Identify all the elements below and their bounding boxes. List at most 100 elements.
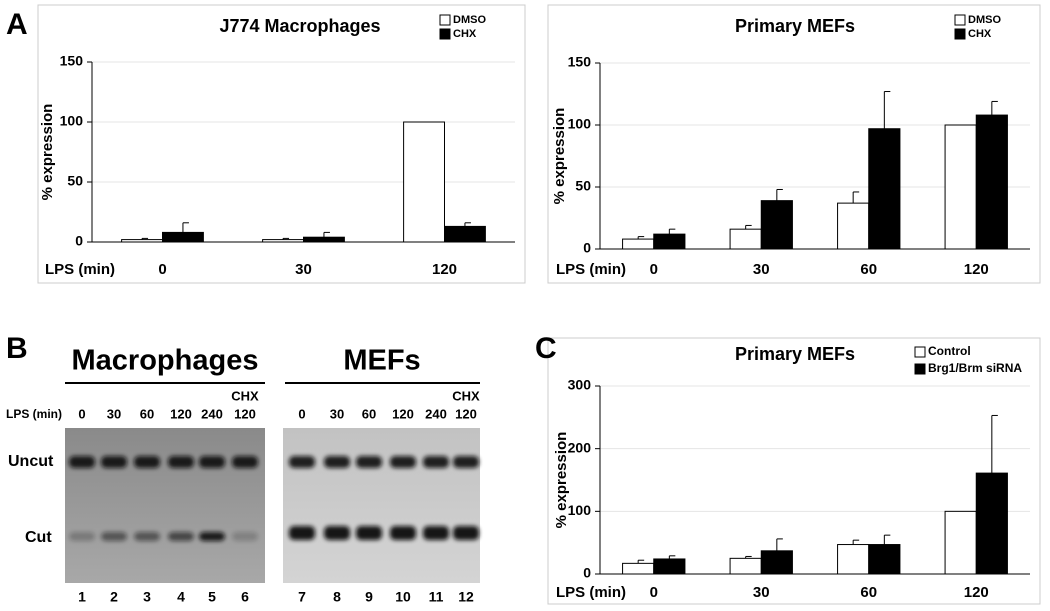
gel-band — [69, 532, 95, 541]
lane-number: 2 — [110, 589, 118, 605]
legend-swatch — [914, 346, 926, 358]
y-tick-label: 100 — [568, 116, 592, 132]
gel-band — [453, 456, 479, 468]
legend-label: DMSO — [453, 14, 486, 26]
bar — [760, 200, 793, 250]
panel-label: A — [6, 8, 28, 41]
gel-band — [134, 456, 160, 468]
lane-time: 60 — [362, 406, 376, 421]
bar — [444, 225, 486, 243]
lane-treatment: CHX — [452, 388, 480, 403]
x-tick-label: 120 — [964, 584, 989, 601]
y-tick-label: 150 — [60, 53, 84, 69]
lane-time: 120 — [170, 406, 192, 421]
gel-group-title: MEFs — [343, 345, 420, 377]
bar — [403, 121, 445, 243]
lane-number: 5 — [208, 589, 216, 605]
chart-title: Primary MEFs — [735, 16, 855, 36]
gel-band — [289, 456, 315, 468]
y-tick-label: 0 — [75, 233, 83, 249]
lane-number: 11 — [429, 589, 444, 605]
lane-number: 4 — [177, 589, 185, 605]
lane-time: 30 — [330, 406, 344, 421]
x-tick-label: 30 — [295, 261, 312, 278]
gel-band — [101, 532, 127, 541]
lane-number: 8 — [333, 589, 341, 605]
bar — [760, 550, 793, 575]
gel-band — [101, 456, 127, 468]
lane-number: 1 — [78, 589, 86, 605]
x-tick-label: 0 — [650, 584, 658, 601]
y-tick-label: 200 — [568, 439, 592, 455]
y-tick-label: 300 — [568, 377, 592, 393]
bar — [162, 231, 204, 243]
gel-band — [356, 526, 382, 540]
lane-number: 12 — [458, 589, 474, 605]
bar — [975, 114, 1008, 250]
panel-label: B — [6, 332, 28, 365]
bar — [944, 124, 977, 250]
y-tick-label: 150 — [568, 54, 592, 70]
gel-band — [423, 456, 449, 468]
y-tick-label: 50 — [575, 178, 591, 194]
gel-band — [390, 456, 416, 468]
x-axis-label: LPS (min) — [556, 261, 626, 278]
gel-band — [324, 526, 350, 540]
lane-time: 240 — [201, 406, 223, 421]
legend-label: Brg1/Brm siRNA — [928, 361, 1022, 375]
bar — [944, 510, 977, 575]
bar — [653, 233, 686, 250]
gel-band — [390, 526, 416, 540]
legend-swatch — [954, 28, 966, 40]
legend-swatch — [954, 14, 966, 26]
gel-band — [324, 456, 350, 468]
x-tick-label: 60 — [860, 261, 877, 278]
row-label: Cut — [25, 529, 52, 546]
lane-number: 7 — [298, 589, 306, 605]
gel-band — [134, 532, 160, 541]
gel-image — [65, 428, 265, 583]
y-axis-label: % expression — [39, 104, 56, 201]
gel-band — [453, 526, 479, 540]
gel-band — [289, 526, 315, 540]
lane-number: 6 — [241, 589, 249, 605]
bar — [303, 236, 345, 243]
lane-time: 120 — [392, 406, 414, 421]
x-tick-label: 120 — [432, 261, 457, 278]
y-tick-label: 0 — [583, 565, 591, 581]
legend-label: CHX — [453, 28, 477, 40]
lane-time: 30 — [107, 406, 121, 421]
lane-time: 240 — [425, 406, 447, 421]
lane-number: 10 — [395, 589, 411, 605]
y-tick-label: 100 — [60, 113, 84, 129]
y-tick-label: 100 — [568, 502, 592, 518]
lane-number: 3 — [143, 589, 151, 605]
y-tick-label: 0 — [583, 240, 591, 256]
gel-band — [199, 532, 225, 541]
y-tick-label: 50 — [67, 173, 83, 189]
gel-band — [232, 532, 258, 541]
bar — [837, 202, 870, 250]
lps-label: LPS (min) — [6, 407, 62, 421]
chart-title: J774 Macrophages — [219, 16, 380, 36]
x-tick-label: 30 — [753, 261, 770, 278]
bar — [868, 544, 901, 575]
legend-label: CHX — [968, 28, 992, 40]
lane-time: 60 — [140, 406, 154, 421]
chart-title: Primary MEFs — [735, 344, 855, 364]
lane-treatment: CHX — [231, 388, 259, 403]
gel-band — [168, 532, 194, 541]
lane-time: 120 — [234, 406, 256, 421]
legend-swatch — [439, 14, 451, 26]
gel-band — [168, 456, 194, 468]
gel-band — [69, 456, 95, 468]
gel-band — [356, 456, 382, 468]
bar — [868, 128, 901, 250]
bar — [622, 562, 655, 575]
bar — [729, 557, 762, 575]
legend-label: DMSO — [968, 14, 1001, 26]
row-label: Uncut — [8, 453, 54, 470]
x-tick-label: 120 — [964, 261, 989, 278]
bar — [622, 238, 655, 250]
